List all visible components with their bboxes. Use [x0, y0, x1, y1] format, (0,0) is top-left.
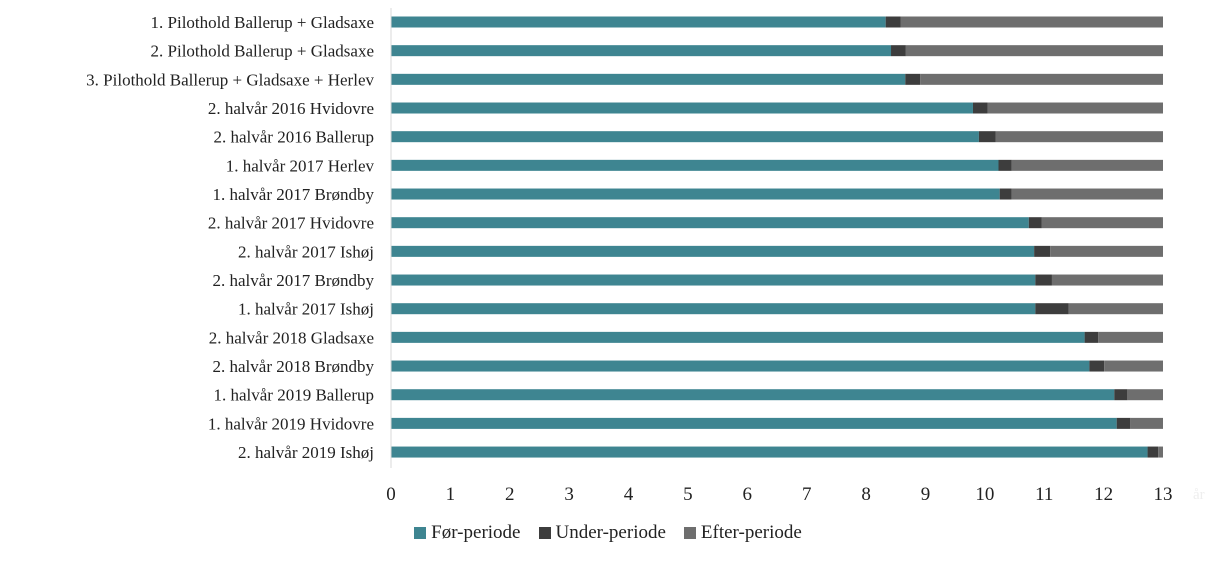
bar-segment	[900, 16, 1163, 28]
bar-segment	[391, 16, 886, 28]
legend-label: Under-periode	[555, 522, 666, 543]
bar-segment	[391, 245, 1035, 257]
x-axis-unit-label: år	[1193, 487, 1205, 503]
bar-segment	[1011, 188, 1163, 200]
bar-segment	[391, 360, 1090, 372]
bar-segment	[391, 73, 906, 85]
bar-segment	[1035, 303, 1069, 315]
category-label: 1. Pilothold Ballerup + Gladsaxe	[151, 13, 374, 32]
bar-segment	[1158, 446, 1163, 458]
category-label: 2. halvår 2017 Hvidovre	[208, 214, 374, 233]
x-tick-label: 9	[921, 484, 931, 505]
category-label: 2. halvår 2016 Hvidovre	[208, 99, 374, 118]
bar-segment	[1130, 417, 1163, 429]
bar-segment	[391, 446, 1148, 458]
bar-segment	[391, 331, 1085, 343]
category-label: 2. halvår 2018 Brøndby	[213, 357, 375, 376]
category-label: 2. halvår 2018 Gladsaxe	[209, 328, 374, 347]
category-label: 2. halvår 2017 Brøndby	[213, 271, 375, 290]
bar-segment	[1116, 417, 1131, 429]
x-tick-label: 4	[624, 484, 634, 505]
bar-segment	[391, 131, 979, 143]
x-tick-label: 2	[505, 484, 515, 505]
x-tick-label: 10	[975, 484, 994, 505]
bar-segment	[998, 159, 1012, 171]
bar-segment	[1104, 360, 1163, 372]
category-label: 2. Pilothold Ballerup + Gladsaxe	[151, 42, 374, 61]
bar-segment	[978, 131, 996, 143]
bar-segment	[1035, 274, 1052, 286]
bar-segment	[1098, 331, 1163, 343]
x-tick-label: 1	[446, 484, 456, 505]
x-tick-label: 12	[1094, 484, 1113, 505]
bar-segment	[391, 102, 973, 114]
bar-segment	[1084, 331, 1099, 343]
bar-segment	[1068, 303, 1163, 315]
category-label: 2. halvår 2017 Ishøj	[238, 242, 374, 261]
category-label: 2. halvår 2016 Ballerup	[213, 128, 374, 147]
legend-label: Før-periode	[431, 522, 521, 543]
x-tick-label: 3	[564, 484, 574, 505]
bar-segment	[1089, 360, 1105, 372]
x-tick-label: 7	[802, 484, 812, 505]
bar-segment	[920, 73, 1163, 85]
bar-segment	[1114, 389, 1128, 401]
bar-segment	[391, 303, 1036, 315]
legend-item: Før-periode	[414, 522, 521, 544]
legend-item: Under-periode	[538, 522, 666, 544]
category-label: 3. Pilothold Ballerup + Gladsaxe + Herle…	[86, 70, 374, 89]
bar-segment	[905, 45, 1163, 57]
legend-label: Efter-periode	[700, 522, 802, 543]
category-label: 1. halvår 2017 Brøndby	[213, 185, 375, 204]
category-label: 1. halvår 2019 Ballerup	[213, 386, 374, 405]
category-label: 1. halvår 2017 Herlev	[226, 156, 375, 175]
bar-segment	[391, 389, 1115, 401]
x-tick-label: 0	[386, 484, 396, 505]
category-label: 1. halvår 2017 Ishøj	[238, 300, 374, 319]
bar-segment	[391, 159, 999, 171]
bar-segment	[1147, 446, 1159, 458]
category-label: 1. halvår 2019 Hvidovre	[208, 414, 374, 433]
x-tick-label: 11	[1035, 484, 1053, 505]
bar-segment	[1028, 217, 1042, 229]
bar-segment	[891, 45, 906, 57]
x-tick-label: 5	[683, 484, 693, 505]
bars-layer	[391, 16, 1163, 458]
bar-segment	[987, 102, 1163, 114]
bar-segment	[391, 274, 1036, 286]
x-tick-label: 13	[1154, 484, 1173, 505]
bar-segment	[391, 417, 1117, 429]
bar-segment	[1051, 274, 1163, 286]
category-labels: 1. Pilothold Ballerup + Gladsaxe 2. Pilot…	[86, 13, 374, 462]
legend-swatch	[414, 527, 427, 539]
category-label: 2. halvår 2019 Ishøj	[238, 443, 374, 462]
legend-swatch	[683, 527, 696, 539]
bar-segment	[1011, 159, 1163, 171]
bar-segment	[391, 217, 1029, 229]
bar-segment	[1041, 217, 1163, 229]
bar-segment	[1050, 245, 1163, 257]
legend-swatch	[538, 527, 551, 539]
legend: Før-periode Under-periode Efter-periode	[0, 518, 1216, 548]
bar-segment	[391, 188, 1000, 200]
legend-item: Efter-periode	[683, 522, 802, 544]
bar-segment	[905, 73, 921, 85]
bar-segment	[1034, 245, 1051, 257]
bar-segment	[972, 102, 988, 114]
x-tick-labels: 0 1 2 3 4 5 6 7 8 9 10 11 12 13	[386, 484, 1172, 505]
bar-segment	[995, 131, 1163, 143]
x-tick-label: 8	[861, 484, 871, 505]
bar-segment	[999, 188, 1012, 200]
bar-segment	[885, 16, 901, 28]
bar-segment	[1127, 389, 1163, 401]
x-tick-label: 6	[743, 484, 753, 505]
bar-segment	[391, 45, 892, 57]
